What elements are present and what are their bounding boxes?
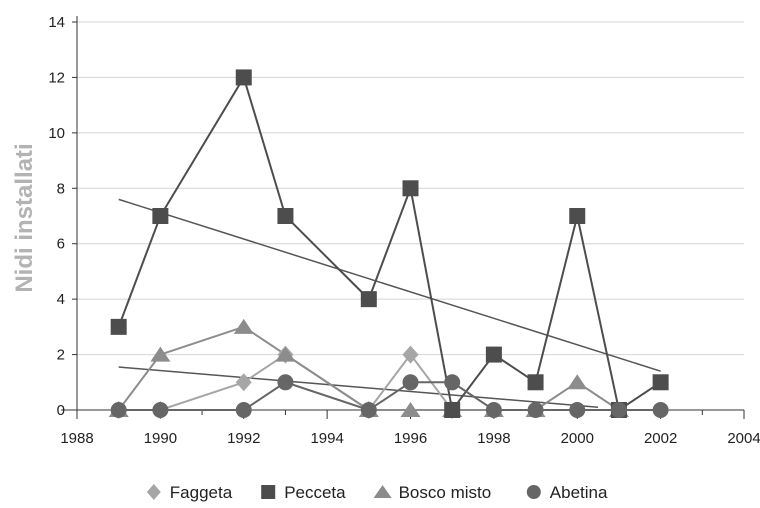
y-tick-label-2: 2 <box>57 347 65 364</box>
point-abetina-1996 <box>402 374 419 391</box>
legend: Faggeta Pecceta Bosco misto Abetina <box>146 483 608 502</box>
trendlines <box>118 198 661 408</box>
x-tick-label-2004: 2004 <box>727 430 760 447</box>
point-bosco-misto-2000 <box>567 374 588 390</box>
series-markers <box>108 69 669 419</box>
legend-label-abetina: Abetina <box>550 483 608 502</box>
point-abetina-1993 <box>277 374 294 391</box>
series-line-pecceta <box>117 74 662 413</box>
point-abetina-1998 <box>485 402 502 418</box>
x-tick-label-1994: 1994 <box>310 430 343 447</box>
x-tick-label-2000: 2000 <box>561 430 594 447</box>
y-tick-label-4: 4 <box>57 291 65 308</box>
legend-marker-pecceta <box>261 485 276 499</box>
point-pecceta-1997 <box>444 402 461 418</box>
point-abetina-1990 <box>152 402 169 418</box>
y-tick-label-10: 10 <box>48 125 65 142</box>
tick-labels: 0 2 4 6 8 10 12 14 1988 1990 1992 1994 1996 1998 2000 2… <box>48 14 760 447</box>
legend-marker-abetina <box>526 485 541 499</box>
legend-marker-faggeta <box>146 484 161 500</box>
y-tick-label-8: 8 <box>57 180 65 197</box>
point-pecceta-2000 <box>569 208 586 224</box>
point-abetina-1989 <box>110 402 127 418</box>
point-abetina-1997 <box>444 374 461 391</box>
point-bosco-misto-1993 <box>275 346 296 362</box>
trendline-1 <box>118 198 661 372</box>
x-tick-label-1990: 1990 <box>144 430 177 447</box>
x-tick-label-1988: 1988 <box>60 430 93 447</box>
point-pecceta-1995 <box>360 291 377 308</box>
y-tick-label-6: 6 <box>57 236 65 253</box>
legend-label-pecceta: Pecceta <box>284 483 346 502</box>
point-abetina-2001 <box>610 402 627 418</box>
point-pecceta-1992 <box>235 69 252 86</box>
point-faggeta-1992 <box>235 373 252 392</box>
series-line-bosco-misto <box>117 325 620 411</box>
x-tick-label-1992: 1992 <box>227 430 260 447</box>
point-abetina-2000 <box>569 402 586 418</box>
point-abetina-1995 <box>360 402 377 418</box>
legend-label-bosco-misto: Bosco misto <box>399 483 492 502</box>
legend-label-faggeta: Faggeta <box>170 483 233 502</box>
point-pecceta-1999 <box>527 374 544 391</box>
point-bosco-misto-1990 <box>150 346 171 362</box>
gridlines <box>77 21 744 356</box>
point-abetina-1992 <box>235 402 252 418</box>
point-abetina-2002 <box>652 402 669 418</box>
point-faggeta-1996 <box>402 345 419 364</box>
point-bosco-misto-1996 <box>400 402 421 417</box>
y-tick-label-0: 0 <box>57 402 65 419</box>
y-tick-label-12: 12 <box>48 69 65 86</box>
y-tick-label-14: 14 <box>48 14 65 31</box>
point-abetina-1999 <box>527 402 544 418</box>
x-tick-label-1996: 1996 <box>394 430 427 447</box>
y-axis-label: Nidi installati <box>11 143 38 292</box>
point-pecceta-1993 <box>277 208 294 224</box>
point-pecceta-1996 <box>402 180 419 197</box>
x-tick-label-1998: 1998 <box>477 430 510 447</box>
point-pecceta-2002 <box>652 374 669 391</box>
x-tick-label-2002: 2002 <box>644 430 677 447</box>
point-bosco-misto-1992 <box>233 318 254 334</box>
point-pecceta-1989 <box>110 318 127 335</box>
point-pecceta-1998 <box>485 346 502 363</box>
trendline-2 <box>118 366 599 408</box>
legend-marker-bosco-misto <box>373 485 392 498</box>
point-pecceta-1990 <box>152 208 169 224</box>
